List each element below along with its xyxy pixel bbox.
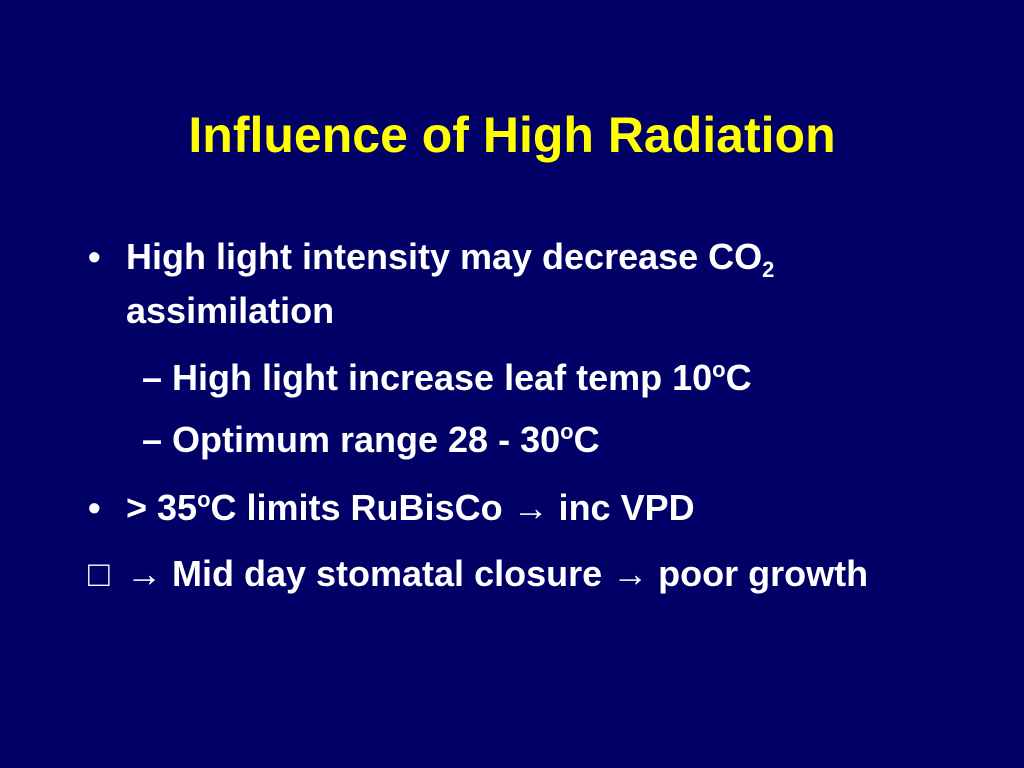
text-run: assimilation bbox=[126, 290, 335, 331]
bullet-text: High light intensity may decrease CO2 as… bbox=[126, 230, 916, 338]
text-run: High light increase leaf temp 10 bbox=[172, 357, 713, 398]
bullet-marker: □ bbox=[88, 553, 110, 594]
subscript: 2 bbox=[762, 257, 775, 283]
superscript: o bbox=[560, 419, 574, 444]
superscript: o bbox=[712, 357, 726, 382]
superscript: o bbox=[197, 487, 211, 512]
bullet-text: High light increase leaf temp 10oC bbox=[172, 351, 916, 405]
text-run: C limits RuBisCo → inc VPD bbox=[210, 487, 695, 528]
text-run: High light intensity may decrease CO bbox=[126, 236, 763, 277]
bullet-item: – High light increase leaf temp 10oC bbox=[142, 351, 916, 405]
text-run: > 35 bbox=[126, 487, 198, 528]
bullet-marker: • bbox=[88, 236, 101, 277]
text-run: → Mid day stomatal closure → poor growth bbox=[126, 553, 869, 594]
bullet-text: > 35oC limits RuBisCo → inc VPD bbox=[126, 481, 916, 535]
bullet-item: □ → Mid day stomatal closure → poor growt… bbox=[88, 547, 916, 601]
bullet-item: • High light intensity may decrease CO2 a… bbox=[88, 230, 916, 338]
dash-marker: – bbox=[142, 357, 163, 398]
bullet-item: • > 35oC limits RuBisCo → inc VPD bbox=[88, 481, 916, 535]
bullet-text: → Mid day stomatal closure → poor growth bbox=[126, 547, 916, 601]
bullet-item: – Optimum range 28 - 30oC bbox=[142, 413, 916, 467]
text-run: Optimum range 28 - 30 bbox=[172, 419, 561, 460]
text-run: C bbox=[725, 357, 752, 398]
bullet-text: Optimum range 28 - 30oC bbox=[172, 413, 916, 467]
text-run: C bbox=[573, 419, 600, 460]
bullet-marker: • bbox=[88, 487, 101, 528]
dash-marker: – bbox=[142, 419, 163, 460]
slide-title: Influence of High Radiation bbox=[188, 107, 836, 163]
